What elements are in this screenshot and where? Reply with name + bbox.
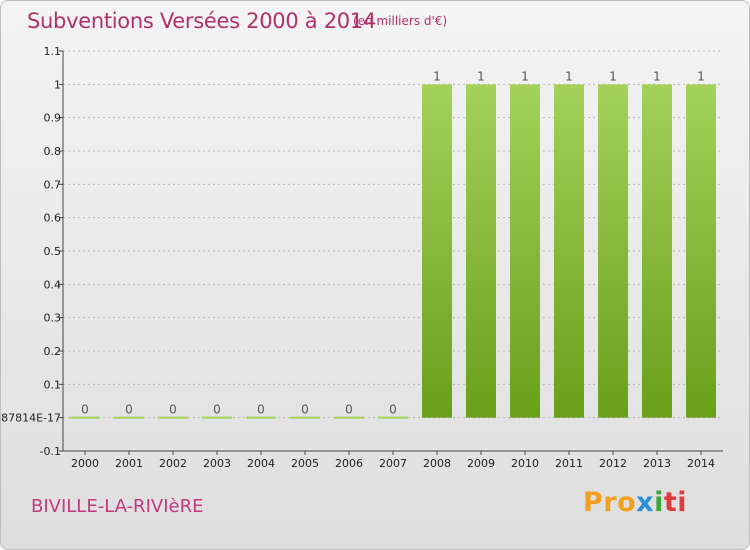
logo-part: i	[654, 487, 664, 518]
x-tick-label: 2004	[247, 457, 275, 470]
bar	[510, 84, 540, 418]
proxiti-logo[interactable]: Proxiti	[583, 487, 687, 518]
chart-title: Subventions Versées 2000 à 2014	[27, 9, 376, 33]
bar	[378, 416, 408, 419]
chart-subtitle: (en milliers d'€)	[353, 14, 448, 28]
bar	[598, 84, 628, 418]
bar	[290, 416, 320, 419]
y-tick-label: 1.1	[44, 45, 62, 58]
x-tick-label: 2005	[291, 457, 319, 470]
x-tick-label: 2010	[511, 457, 539, 470]
y-tick-label: 0.9	[44, 112, 62, 125]
data-label: 0	[257, 403, 265, 417]
bar	[642, 84, 672, 418]
bar	[686, 84, 716, 418]
x-tick-label: 2014	[687, 457, 715, 470]
x-tick-label: 2007	[379, 457, 407, 470]
x-tick-label: 2006	[335, 457, 363, 470]
data-label: 0	[389, 403, 397, 417]
data-label: 0	[213, 403, 221, 417]
y-tick-label: 0.3	[44, 312, 62, 325]
y-tick-label: 0.6	[44, 212, 62, 225]
commune-name: BIVILLE-LA-RIVIèRE	[31, 496, 204, 517]
y-tick-label: -1.387814E-17	[1, 412, 61, 425]
data-label: 0	[301, 403, 309, 417]
data-label: 1	[521, 69, 529, 83]
data-label: 1	[697, 69, 705, 83]
x-tick-label: 2001	[115, 457, 143, 470]
y-tick-label: 0.7	[44, 178, 62, 191]
bar	[466, 84, 496, 418]
y-tick-label: 1	[54, 78, 61, 91]
y-tick-label: 0.2	[44, 345, 62, 358]
bar	[334, 416, 364, 419]
bar	[246, 416, 276, 419]
y-tick-label: 0.8	[44, 145, 62, 158]
y-tick-label: 0.1	[44, 378, 62, 391]
data-label: 1	[653, 69, 661, 83]
bar	[554, 84, 584, 418]
y-tick-label: -0.1	[40, 445, 61, 458]
logo-part: ti	[663, 487, 688, 518]
data-label: 0	[81, 403, 89, 417]
x-tick-label: 2000	[71, 457, 99, 470]
data-label: 0	[345, 403, 353, 417]
x-tick-label: 2012	[599, 457, 627, 470]
logo-part: Pro	[583, 487, 637, 518]
x-tick-label: 2002	[159, 457, 187, 470]
data-label: 1	[477, 69, 485, 83]
logo-part: x	[636, 487, 655, 518]
bar	[422, 84, 452, 418]
x-tick-label: 2011	[555, 457, 583, 470]
bar	[70, 416, 100, 419]
y-tick-label: 0.4	[44, 278, 62, 291]
x-tick-label: 2009	[467, 457, 495, 470]
x-tick-label: 2003	[203, 457, 231, 470]
x-tick-label: 2008	[423, 457, 451, 470]
data-label: 1	[609, 69, 617, 83]
bar	[114, 416, 144, 419]
y-tick-label: 0.5	[44, 245, 62, 258]
data-label: 0	[169, 403, 177, 417]
bar	[202, 416, 232, 419]
data-label: 1	[565, 69, 573, 83]
data-label: 0	[125, 403, 133, 417]
bar	[158, 416, 188, 419]
x-tick-label: 2013	[643, 457, 671, 470]
data-label: 1	[433, 69, 441, 83]
